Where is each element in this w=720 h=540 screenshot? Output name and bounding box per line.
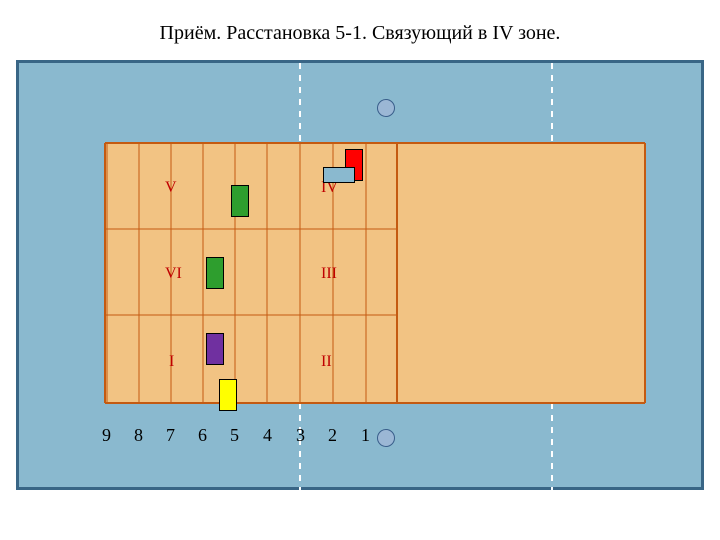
zone-label-V: V <box>165 179 177 197</box>
stage: VIVVIIIIIII 987654321 <box>16 60 704 490</box>
ball-top <box>377 99 395 117</box>
zone-label-II: II <box>321 353 332 371</box>
diagram-title: Приём. Расстановка 5-1. Связующий в IV з… <box>0 22 720 45</box>
zone-label-III: III <box>321 265 337 283</box>
player-v-green <box>231 185 249 217</box>
zone-label-VI: VI <box>165 265 182 283</box>
meter-label-5: 5 <box>230 425 239 446</box>
meter-label-7: 7 <box>166 425 175 446</box>
player-i-purple <box>206 333 224 365</box>
zone-label-I: I <box>169 353 174 371</box>
meter-label-4: 4 <box>263 425 272 446</box>
player-iv-steelblue <box>323 167 355 183</box>
meter-label-6: 6 <box>198 425 207 446</box>
meter-label-2: 2 <box>328 425 337 446</box>
player-yellow <box>219 379 237 411</box>
meter-label-8: 8 <box>134 425 143 446</box>
meter-label-3: 3 <box>296 425 305 446</box>
ball-bottom <box>377 429 395 447</box>
meter-label-1: 1 <box>361 425 370 446</box>
meter-label-9: 9 <box>102 425 111 446</box>
player-vi-green <box>206 257 224 289</box>
